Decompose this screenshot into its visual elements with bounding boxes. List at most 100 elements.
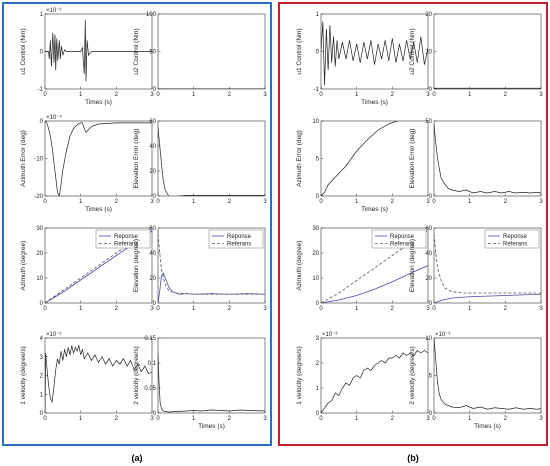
y-tick-label: 0.15 — [144, 336, 156, 342]
x-tick-label: 1 — [79, 92, 83, 98]
x-tick-label: 1 — [468, 306, 472, 312]
y-tick-label: 3 — [40, 355, 44, 361]
y-axis-label: 2 velocity (degree/s) — [409, 346, 416, 405]
y-axis-label: u1 Control (Nm) — [20, 28, 27, 74]
x-tick-label: 0 — [43, 92, 47, 98]
y-tick-label: 100 — [146, 12, 157, 18]
x-axis-label: Times (s) — [474, 423, 501, 430]
y-axis-label: Elevation Error (deg) — [133, 129, 140, 189]
series-line-signal — [45, 345, 152, 413]
x-tick-label: 3 — [150, 306, 154, 312]
chart-a_u2: 0 50 100 0 1 2 3 u2 Control (Nm) — [133, 12, 267, 98]
x-tick-label: 2 — [504, 416, 508, 422]
series-line-signal — [434, 123, 541, 194]
legend-label: Reponse — [390, 234, 415, 240]
x-tick-label: 0 — [319, 306, 323, 312]
x-tick-label: 3 — [150, 92, 154, 98]
plot-area — [433, 13, 542, 90]
y-tick-label: 2 — [316, 361, 320, 367]
y-exponent-label: ×10⁻³ — [46, 8, 61, 14]
y-tick-label: 20 — [312, 251, 319, 257]
x-tick-label: 0 — [432, 416, 436, 422]
x-tick-label: 2 — [228, 306, 232, 312]
y-tick-label: 50 — [425, 119, 432, 125]
y-axis-label: u2 Control (Nm) — [409, 28, 416, 74]
x-tick-label: 1 — [355, 92, 359, 98]
x-tick-label: 0 — [319, 92, 323, 98]
chart-a_v1: 0 1 2 3 4 0 1 2 3 ×10⁻³ 1 velocity (degree/s) — [20, 332, 154, 422]
x-tick-label: 0 — [156, 306, 160, 312]
x-tick-label: 3 — [263, 199, 267, 205]
x-axis-label: Times (s) — [85, 206, 112, 213]
x-tick-label: 2 — [228, 92, 232, 98]
chart-a_az: -20 -10 0 0 1 2 3 ×10⁻⁴ Times (s) Azimuth Error (… — [20, 114, 154, 213]
plot-area — [157, 337, 266, 414]
x-tick-label: 2 — [504, 306, 508, 312]
y-tick-label: 0 — [40, 301, 44, 307]
y-tick-label: 20 — [149, 276, 156, 282]
y-tick-label: 0 — [429, 411, 433, 417]
x-tick-label: 3 — [263, 306, 267, 312]
x-tick-label: 0 — [432, 199, 436, 205]
x-tick-label: 3 — [263, 416, 267, 422]
y-tick-label: 0 — [40, 50, 44, 56]
x-tick-label: 0 — [432, 92, 436, 98]
y-tick-label: 0.1 — [148, 361, 157, 367]
y-tick-label: 0 — [316, 194, 320, 200]
x-tick-label: 3 — [150, 199, 154, 205]
y-tick-label: 1 — [316, 12, 320, 18]
x-tick-label: 3 — [426, 416, 430, 422]
x-tick-label: 3 — [539, 92, 543, 98]
plot-area — [44, 120, 153, 197]
x-axis-label: Times (s) — [361, 99, 388, 106]
x-tick-label: 2 — [115, 199, 119, 205]
series-line-signal — [45, 19, 152, 82]
x-tick-label: 1 — [468, 416, 472, 422]
y-tick-label: 0 — [153, 301, 157, 307]
chart-b_u2: 0 10 20 0 1 2 3 u2 Control (Nm) — [409, 12, 543, 98]
x-tick-label: 0 — [319, 416, 323, 422]
y-tick-label: 20 — [36, 251, 43, 257]
x-axis-label: Times (s) — [361, 206, 388, 213]
caption-b: (b) — [407, 453, 419, 463]
chart-a_v2: 0 0.05 0.1 0.15 0 1 2 3 Times (s) 2 velocity (deg… — [133, 336, 267, 430]
y-tick-label: 10 — [425, 50, 432, 56]
y-axis-label: 2 velocity (degree/s) — [133, 346, 140, 405]
x-tick-label: 2 — [391, 199, 395, 205]
y-axis-label: Elevation (degree) — [409, 239, 416, 292]
plot-area — [320, 337, 429, 414]
x-tick-label: 2 — [391, 416, 395, 422]
series-line-signal — [321, 350, 428, 413]
legend-label: Reponse — [114, 234, 139, 240]
y-tick-label: 0 — [153, 87, 157, 93]
x-tick-label: 3 — [263, 92, 267, 98]
chart-b_az: 0 5 10 0 1 2 3 Times (s) Azimuth Error (deg) — [296, 119, 430, 213]
y-tick-label: 20 — [425, 12, 432, 18]
legend-label: Reponse — [227, 234, 252, 240]
x-tick-label: 2 — [228, 199, 232, 205]
x-tick-label: 3 — [426, 199, 430, 205]
x-tick-label: 1 — [192, 416, 196, 422]
x-tick-label: 3 — [539, 199, 543, 205]
y-tick-label: 5 — [316, 157, 320, 163]
y-tick-label: 0 — [40, 119, 44, 125]
x-tick-label: 1 — [355, 306, 359, 312]
x-tick-label: 3 — [426, 306, 430, 312]
y-tick-label: 0 — [40, 411, 44, 417]
x-tick-label: 1 — [79, 416, 83, 422]
y-tick-label: 2 — [40, 374, 44, 380]
x-tick-label: 1 — [355, 199, 359, 205]
y-tick-label: -20 — [34, 194, 43, 200]
y-tick-label: 30 — [36, 226, 43, 232]
legend-label: Referans — [227, 242, 251, 248]
x-tick-label: 2 — [115, 416, 119, 422]
plot-area — [320, 13, 429, 90]
y-tick-label: -10 — [34, 157, 43, 163]
y-tick-label: -1 — [314, 87, 320, 93]
y-exponent-label: ×10⁻⁴ — [46, 114, 62, 121]
y-tick-label: 60 — [425, 226, 432, 232]
y-axis-label: Azimuth (degree) — [296, 241, 303, 291]
x-axis-label: Times (s) — [85, 99, 112, 106]
